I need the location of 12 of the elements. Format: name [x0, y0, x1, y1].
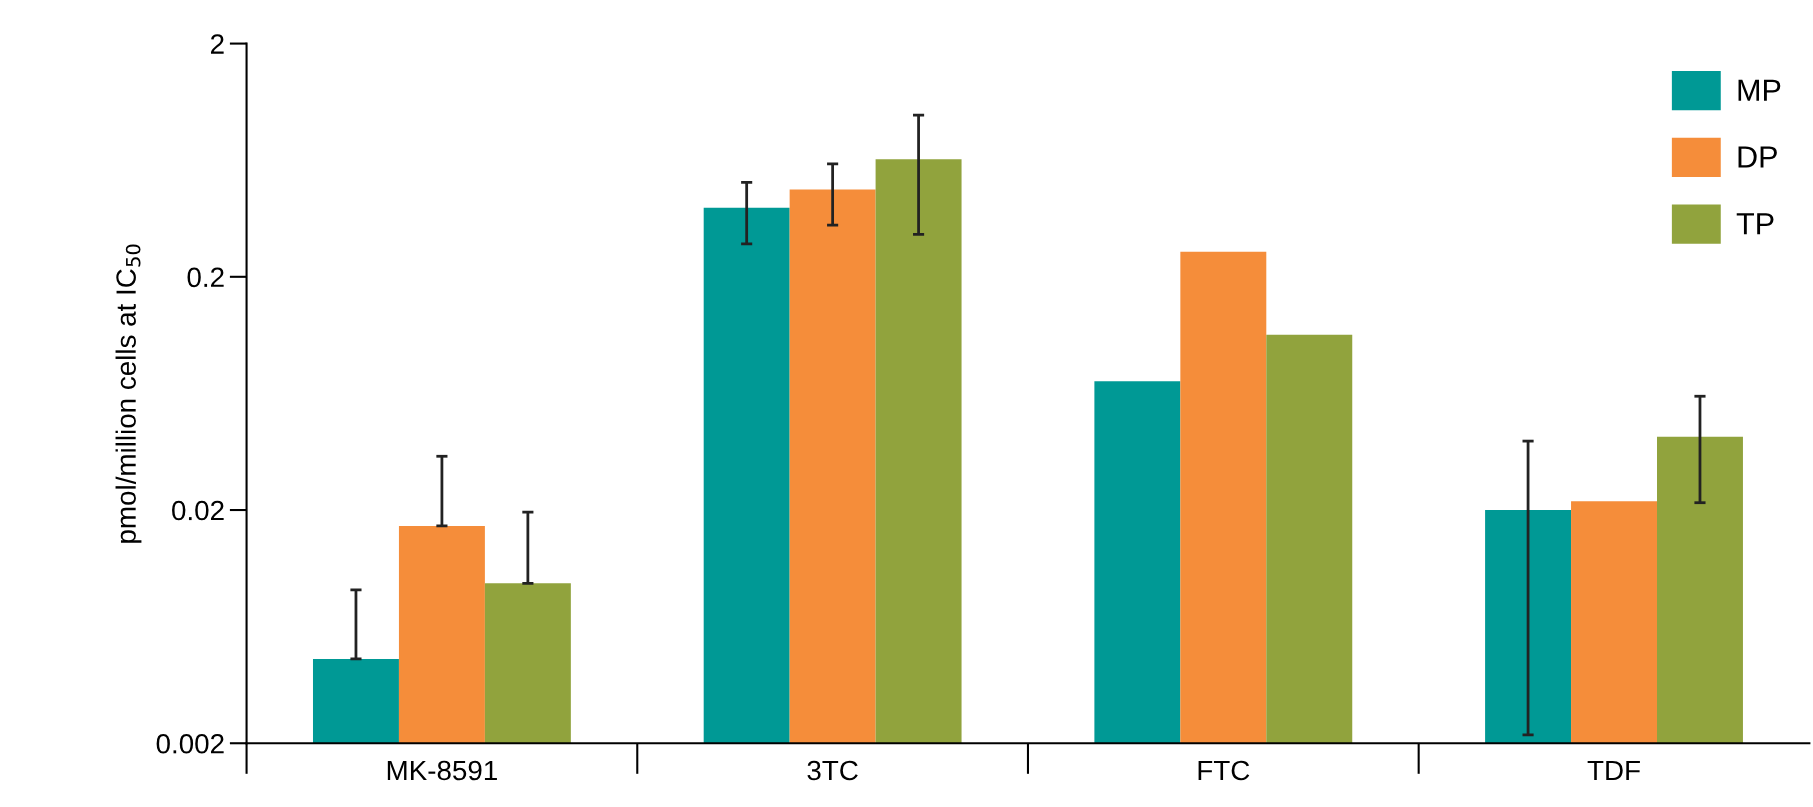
y-tick-label: 0.2 — [187, 267, 224, 288]
legend-label: MP — [1738, 79, 1781, 101]
x-tick-label: TDF — [1587, 760, 1640, 781]
y-tick-label: 0.02 — [172, 500, 224, 521]
x-tick-label: MK-8591 — [387, 760, 497, 781]
legend-label: DP — [1738, 146, 1777, 168]
y-axis-title: pmol/million cells at IC$_{50}$ — [115, 244, 142, 543]
x-tick-label: FTC — [1198, 760, 1250, 781]
legend-label: TP — [1736, 213, 1774, 235]
y-tick-label: 2 — [210, 34, 224, 54]
x-tick-label: 3TC — [807, 760, 858, 781]
y-tick-label: 0.002 — [156, 733, 224, 754]
